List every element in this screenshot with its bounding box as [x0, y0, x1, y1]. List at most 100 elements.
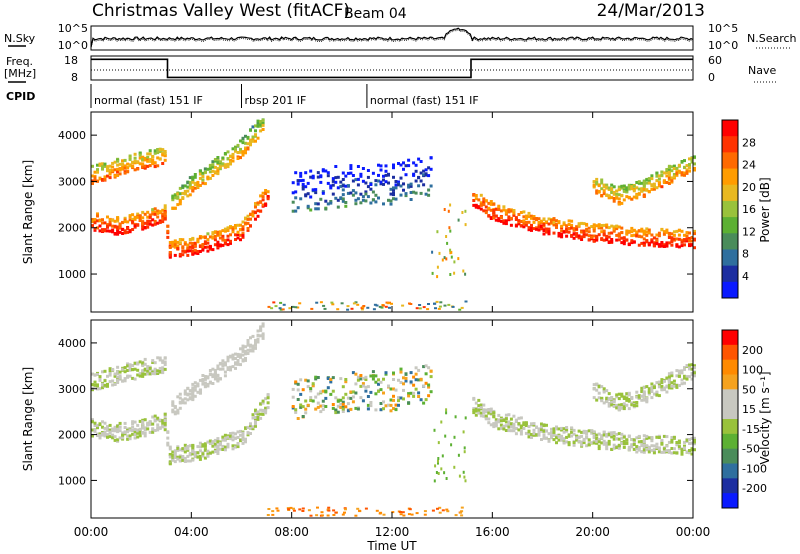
scatter-cell	[652, 236, 656, 240]
colorbar-tick-label: 20	[742, 181, 756, 194]
scatter-cell	[384, 169, 388, 173]
scatter-cell	[193, 181, 197, 185]
scatter-cell	[223, 361, 227, 365]
scatter-cell	[208, 167, 212, 170]
scatter-cell	[409, 380, 413, 384]
scatter-cell	[221, 362, 225, 366]
scatter-cell	[592, 229, 596, 233]
scatter-cell	[382, 202, 385, 206]
scatter-cell	[387, 181, 390, 185]
scatter-cell	[158, 356, 162, 360]
scatter-cell	[672, 384, 676, 388]
scatter-cell	[472, 411, 476, 415]
scatter-cell	[136, 435, 140, 439]
scatter-cell	[171, 458, 175, 462]
scatter-cell	[188, 249, 192, 253]
scatter-cell	[241, 153, 245, 157]
scatter-cell	[223, 163, 227, 167]
scatter-cell	[304, 185, 308, 189]
scatter-cell	[414, 372, 418, 376]
scatter-cell	[173, 460, 177, 464]
scatter-cell	[198, 236, 202, 240]
ground-scatter-cell	[327, 506, 331, 509]
scatter-cell	[173, 410, 177, 414]
scatter-cell	[136, 215, 140, 219]
scatter-cell	[617, 238, 621, 242]
scatter-cell	[642, 182, 646, 186]
scatter-cell	[156, 423, 160, 427]
scatter-cell	[133, 168, 137, 172]
scatter-cell	[374, 392, 378, 396]
scatter-cell	[550, 219, 553, 222]
scatter-cell	[178, 396, 182, 400]
scatter-cell	[635, 447, 639, 450]
ground-scatter-cell	[267, 508, 271, 510]
scatter-cell	[489, 217, 493, 220]
scatter-cell	[156, 151, 160, 155]
scatter-cell	[108, 431, 112, 435]
scatter-cell	[364, 389, 368, 393]
scatter-cell	[231, 147, 235, 151]
scatter-cell	[680, 240, 684, 244]
scatter-cell	[637, 229, 641, 233]
scatter-cell	[552, 429, 556, 433]
scatter-cell	[106, 215, 109, 219]
scatter-cell	[407, 394, 411, 398]
scatter-cell	[617, 392, 621, 396]
scatter-cell	[489, 423, 493, 427]
scatter-cell	[188, 181, 192, 185]
scatter-cell	[244, 221, 247, 225]
scatter-cell	[183, 241, 187, 245]
scatter-cell	[690, 158, 694, 162]
x-tick-label: 20:00	[575, 525, 610, 539]
scatter-cell	[208, 372, 212, 376]
scatter-cell	[690, 236, 694, 239]
scatter-cell	[244, 217, 247, 221]
scatter-cell	[128, 218, 132, 222]
scatter-cell	[407, 392, 411, 396]
scatter-cell	[106, 229, 109, 233]
scatter-cell	[244, 141, 247, 145]
scatter-cell	[642, 187, 646, 191]
scatter-cell	[454, 415, 457, 419]
scatter-cell	[123, 430, 127, 434]
scatter-cell	[412, 190, 416, 194]
scatter-cell	[645, 239, 649, 243]
scatter-cell	[422, 384, 426, 388]
scatter-cell	[617, 225, 621, 229]
scatter-cell	[331, 403, 335, 406]
scatter-cell	[123, 166, 127, 170]
ground-scatter-cell	[401, 511, 405, 514]
scatter-cell	[321, 191, 325, 195]
scatter-cell	[98, 229, 102, 233]
scatter-cell	[562, 441, 566, 445]
scatter-cell	[193, 175, 197, 179]
scatter-cell	[545, 227, 548, 231]
scatter-cell	[249, 427, 252, 430]
scatter-cell	[113, 224, 117, 228]
scatter-cell	[575, 436, 579, 440]
scatter-cell	[344, 378, 348, 381]
scatter-cell	[191, 246, 195, 250]
scatter-cell	[572, 443, 576, 447]
scatter-cell	[91, 219, 94, 223]
scatter-cell	[587, 234, 591, 238]
scatter-cell	[622, 402, 626, 406]
scatter-cell	[339, 406, 343, 409]
scatter-cell	[359, 384, 363, 388]
scatter-cell	[645, 230, 649, 234]
scatter-cell	[236, 231, 240, 234]
scatter-cell	[394, 408, 398, 412]
scatter-cell	[560, 426, 564, 430]
scatter-cell	[615, 446, 619, 450]
ground-scatter-cell	[315, 514, 319, 517]
ground-scatter-cell	[346, 308, 350, 311]
scatter-cell	[693, 442, 696, 446]
scatter-cell	[387, 198, 390, 202]
scatter-cell	[223, 152, 227, 155]
scatter-cell	[186, 181, 190, 185]
scatter-cell	[650, 439, 654, 443]
scatter-cell	[188, 389, 192, 393]
scatter-cell	[156, 369, 160, 373]
scatter-cell	[440, 467, 443, 471]
